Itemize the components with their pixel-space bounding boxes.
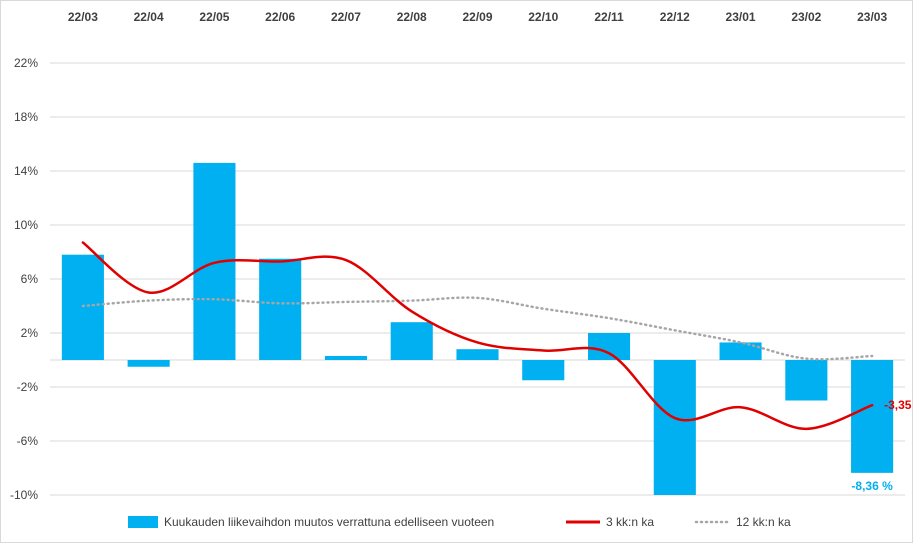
x-category-label: 22/08 <box>397 10 427 24</box>
legend-label: 12 kk:n ka <box>736 515 791 529</box>
bar <box>127 360 170 367</box>
x-category-label: 23/03 <box>857 10 887 24</box>
x-category-label: 22/11 <box>594 10 624 24</box>
line-3kk <box>81 241 874 431</box>
x-category-label: 22/10 <box>528 10 558 24</box>
bar <box>653 360 696 495</box>
legend-label: 3 kk:n ka <box>606 515 654 529</box>
x-category-label: 22/09 <box>462 10 492 24</box>
legend-swatch-bar <box>128 516 158 528</box>
data-labels: -3,35 % -8,36 % <box>851 398 915 493</box>
x-category-label: 23/02 <box>791 10 821 24</box>
bar <box>851 360 894 473</box>
y-tick-label: -6% <box>17 434 39 448</box>
x-category-label: 22/06 <box>265 10 295 24</box>
line-12kk <box>81 296 874 361</box>
line-series <box>81 241 874 431</box>
bar <box>785 360 828 401</box>
x-category-label: 22/04 <box>134 10 164 24</box>
bar <box>522 360 565 381</box>
y-tick-label: 6% <box>21 272 39 286</box>
y-tick-label: 22% <box>14 56 38 70</box>
x-category-label: 23/01 <box>726 10 756 24</box>
bar <box>324 355 368 360</box>
bar <box>587 333 631 360</box>
data-label: -3,35 % <box>884 398 915 412</box>
y-tick-label: 2% <box>21 326 39 340</box>
legend-label: Kuukauden liikevaihdon muutos verrattuna… <box>164 515 494 529</box>
data-label: -8,36 % <box>851 479 893 493</box>
gridlines <box>50 62 905 496</box>
y-tick-label: 18% <box>14 110 38 124</box>
bar <box>61 254 104 360</box>
bar-series <box>61 162 894 495</box>
y-tick-label: 10% <box>14 218 38 232</box>
x-axis-categories: 22/03 22/04 22/05 22/06 22/07 22/08 22/09 22/10… <box>68 10 888 24</box>
x-category-label: 22/07 <box>331 10 361 24</box>
x-category-label: 22/03 <box>68 10 98 24</box>
legend: Kuukauden liikevaihdon muutos verrattuna… <box>128 515 791 529</box>
x-category-label: 22/12 <box>660 10 690 24</box>
y-tick-label: 14% <box>14 164 38 178</box>
bar <box>456 349 499 360</box>
y-axis-ticks: -10% -6% -2% 2% 6% 10% 14% 18% 22% <box>10 56 38 502</box>
bar <box>719 342 762 360</box>
y-tick-label: -2% <box>17 380 39 394</box>
bar <box>259 258 302 360</box>
x-category-label: 22/05 <box>199 10 229 24</box>
y-tick-label: -10% <box>10 488 38 502</box>
bar <box>390 322 433 360</box>
